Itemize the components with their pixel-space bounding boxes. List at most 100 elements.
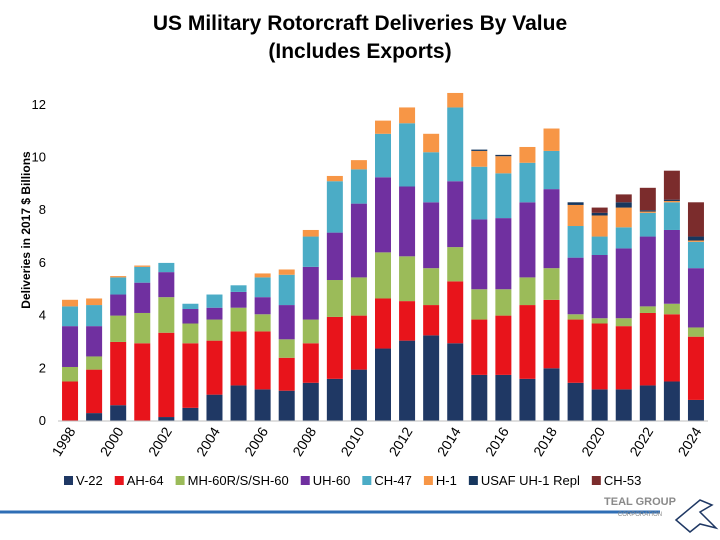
bar-segment [615,207,632,228]
bar-segment [230,285,247,292]
bar-segment [182,323,199,344]
bar-segment [230,307,247,332]
bar-segment [278,357,295,391]
bar-segment [326,280,343,317]
bar-segment [399,107,416,124]
bar-segment [158,332,175,418]
bar-segment [663,229,680,304]
legend-swatch [175,476,185,485]
legend-label: UH-60 [313,473,351,488]
bar-segment [350,277,367,316]
bar-segment [471,150,488,167]
bar-segment [519,378,536,421]
x-tick-label: 2022 [626,424,656,459]
bar-segment [254,273,271,278]
bar-segment [543,150,560,190]
legend-label: AH-64 [127,473,164,488]
bar-segment [182,303,199,310]
bar-segment [639,385,656,421]
bar-segment [447,107,464,182]
bar-segment [615,248,632,319]
bar-segment [447,181,464,248]
legend-swatch [64,476,73,485]
bar-segment [182,343,199,408]
bar-segment [543,299,560,369]
bar-segment [615,194,632,203]
y-tick-label: 4 [39,308,46,323]
bar-segment [447,281,464,344]
bar-segment [615,326,632,390]
bar-segment [182,407,199,421]
bar-segment [687,336,704,400]
bar-segment [206,319,223,341]
bar-segment [326,175,343,182]
bar-segment [423,305,440,336]
bar-segment [302,229,319,237]
bar-segment [278,269,295,275]
bar-segment [278,390,295,421]
x-tick-label: 2018 [530,424,560,459]
bar-segment [86,326,103,357]
bar-segment [134,343,151,421]
bar-segment [86,369,103,414]
bar-segment [495,289,512,316]
bar-segment [471,289,488,320]
bar-segment [567,202,584,205]
bar-segment [254,314,271,332]
chart-subtitle: (Includes Exports) [268,40,451,63]
legend-swatch [423,476,433,485]
bar-segment [278,339,295,358]
y-tick-label: 6 [39,255,46,270]
bar-segment [423,268,440,306]
bar-segment [639,187,656,211]
bar-segment [639,211,656,213]
bar-segment [639,210,656,212]
bar-segment [134,265,151,267]
bar-segment [567,382,584,421]
bar-segment [110,277,127,295]
bar-segment [591,212,608,216]
legend-swatch [362,476,372,485]
bar-segment [399,340,416,421]
bar-segment [86,356,103,370]
bar-segment [62,366,79,382]
bar-segment [350,203,367,278]
bar-segment [447,92,464,108]
bar-segment [519,202,536,278]
x-tick-label: 2008 [289,424,319,459]
bar-segment [206,307,223,320]
bar-segment [110,276,127,278]
bar-segment [663,170,680,200]
bar-segment [375,348,391,421]
bar-segment [687,240,704,242]
bar-segment [639,212,656,237]
legend-swatch [591,476,601,485]
bar-segment [423,202,440,269]
legend-label: V-22 [76,473,103,488]
bar-segment [519,277,536,306]
bar-segment [591,207,608,213]
legend-swatch [114,476,124,485]
bar-segment [110,315,127,342]
bar-segment [687,236,704,241]
bar-segment [326,181,343,233]
bar-segment [543,268,560,300]
bar-segment [110,405,127,421]
bar-segment [158,272,175,298]
bar-segment [350,369,367,421]
bar-segment [663,200,680,203]
bar-segment [663,303,680,315]
legend-label: H-1 [436,473,457,488]
bar-segment [591,236,608,255]
bar-segment [423,133,440,153]
bar-segment [591,215,608,237]
x-tick-label: 2024 [674,424,704,459]
bar-segment [230,291,247,308]
x-tick-label: 2004 [193,424,223,459]
bar-segment [495,218,512,290]
bar-segment [134,282,151,313]
bar-segment [110,341,127,406]
bar-segment [375,252,391,299]
legend-swatch [300,476,310,485]
bar-segment [663,381,680,421]
